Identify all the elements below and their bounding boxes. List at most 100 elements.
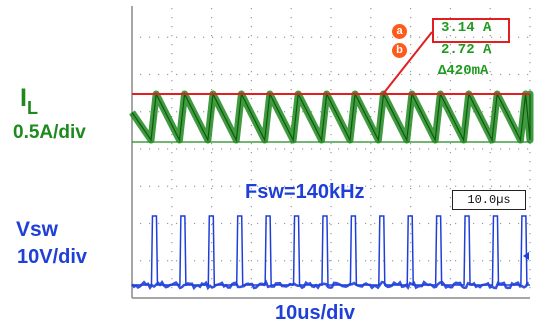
grid-dot bbox=[171, 260, 173, 262]
grid-dot bbox=[212, 73, 214, 76]
grid-dot bbox=[330, 44, 332, 46]
grid-dot bbox=[529, 152, 531, 154]
grid-dot bbox=[489, 278, 491, 280]
grid-dot bbox=[365, 36, 367, 38]
grid-dot bbox=[518, 148, 520, 150]
grid-dot bbox=[374, 148, 376, 150]
grid-dot bbox=[347, 111, 349, 113]
grid-dot bbox=[449, 98, 451, 100]
grid-dot bbox=[176, 148, 178, 150]
grid-dot bbox=[250, 188, 252, 190]
grid-dot bbox=[401, 185, 403, 187]
grid-dot bbox=[158, 185, 160, 187]
grid-dot bbox=[211, 89, 213, 91]
grid-dot bbox=[211, 44, 213, 46]
grid-dot bbox=[230, 36, 232, 38]
grid-dot bbox=[449, 215, 451, 217]
grid-dot bbox=[509, 260, 511, 262]
grid-dot bbox=[410, 233, 412, 235]
grid-dot bbox=[410, 36, 412, 38]
cursor-b-value: 2.72 A bbox=[441, 42, 492, 58]
grid-dot bbox=[489, 98, 491, 100]
grid-dot bbox=[383, 185, 385, 187]
grid-dot bbox=[449, 125, 451, 127]
grid-dot bbox=[293, 73, 295, 76]
grid-dot bbox=[392, 36, 394, 38]
grid-dot bbox=[329, 222, 331, 225]
grid-dot bbox=[239, 260, 241, 262]
grid-dot bbox=[257, 36, 259, 38]
grid-dot bbox=[250, 134, 252, 136]
grid-dot bbox=[489, 107, 491, 109]
grid-dot bbox=[419, 185, 421, 187]
grid-dot bbox=[370, 197, 372, 199]
grid-dot bbox=[203, 148, 205, 150]
grid-dot bbox=[221, 148, 223, 150]
grid-dot bbox=[489, 152, 491, 154]
grid-dot bbox=[250, 215, 252, 217]
grid-dot bbox=[370, 170, 372, 172]
grid-dot bbox=[171, 170, 173, 172]
vsw-noise-band bbox=[131, 279, 530, 291]
grid-dot bbox=[489, 215, 491, 217]
grid-dot bbox=[489, 170, 491, 172]
grid-dot bbox=[284, 148, 286, 150]
grid-dot bbox=[338, 36, 340, 38]
grid-dot bbox=[410, 206, 412, 208]
grid-dot bbox=[211, 143, 213, 145]
grid-dot bbox=[250, 143, 252, 145]
grid-dot bbox=[370, 251, 372, 253]
grid-dot bbox=[250, 287, 252, 289]
grid-dot bbox=[311, 222, 313, 225]
grid-dot bbox=[330, 224, 332, 226]
grid-dot bbox=[527, 73, 529, 76]
grid-dot bbox=[171, 35, 173, 37]
grid-dot bbox=[167, 222, 169, 225]
grid-dot bbox=[370, 206, 372, 208]
grid-dot bbox=[330, 26, 332, 28]
grid-dot bbox=[449, 170, 451, 172]
grid-dot bbox=[491, 111, 493, 113]
grid-dot bbox=[290, 179, 292, 181]
grid-dot bbox=[250, 242, 252, 244]
grid-dot bbox=[171, 62, 173, 64]
grid-dot bbox=[370, 242, 372, 244]
grid-dot bbox=[171, 278, 173, 280]
grid-dot bbox=[330, 188, 332, 190]
grid-dot bbox=[410, 71, 412, 73]
grid-dot bbox=[491, 73, 493, 76]
grid-dot bbox=[449, 161, 451, 163]
grid-dot bbox=[410, 222, 412, 225]
grid-dot bbox=[158, 73, 160, 76]
grid-dot bbox=[509, 185, 511, 187]
grid-dot bbox=[428, 111, 430, 113]
grid-dot bbox=[392, 185, 394, 187]
grid-dot bbox=[500, 36, 502, 38]
grid-dot bbox=[464, 73, 466, 76]
grid-dot bbox=[149, 148, 151, 150]
grid-dot bbox=[518, 111, 520, 113]
grid-dot bbox=[449, 53, 451, 55]
grid-dot bbox=[211, 233, 213, 235]
grid-dot bbox=[185, 73, 187, 76]
grid-dot bbox=[167, 260, 169, 262]
grid-dot bbox=[158, 148, 160, 150]
grid-dot bbox=[171, 107, 173, 109]
grid-dot bbox=[370, 17, 372, 19]
grid-dot bbox=[140, 185, 142, 187]
grid-dot bbox=[290, 26, 292, 28]
grid-dot bbox=[518, 185, 520, 187]
grid-dot bbox=[473, 148, 475, 150]
grid-dot bbox=[491, 260, 493, 262]
grid-dot bbox=[489, 143, 491, 145]
grid-dot bbox=[449, 224, 451, 226]
grid-dot bbox=[449, 152, 451, 154]
grid-dot bbox=[149, 222, 151, 225]
grid-dot bbox=[250, 53, 252, 55]
grid-dot bbox=[250, 152, 252, 154]
grid-dot bbox=[250, 17, 252, 19]
grid-dot bbox=[347, 260, 349, 262]
grid-dot bbox=[194, 36, 196, 38]
grid-dot bbox=[211, 17, 213, 19]
